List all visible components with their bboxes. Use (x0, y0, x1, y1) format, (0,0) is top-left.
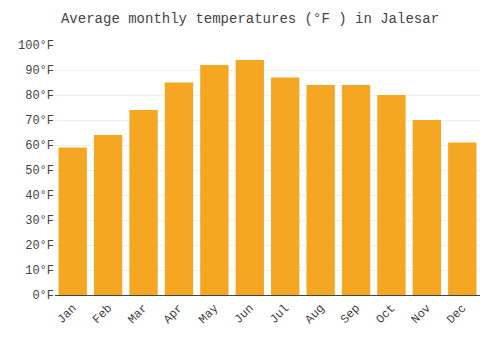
svg-text:Dec: Dec (444, 302, 469, 327)
svg-text:40°F: 40°F (25, 189, 54, 203)
svg-text:20°F: 20°F (25, 239, 54, 253)
svg-text:100°F: 100°F (18, 39, 54, 53)
svg-text:Nov: Nov (409, 302, 434, 327)
svg-text:0°F: 0°F (32, 289, 54, 303)
svg-text:Sep: Sep (338, 302, 363, 327)
svg-text:80°F: 80°F (25, 89, 54, 103)
svg-text:Apr: Apr (161, 302, 186, 327)
svg-text:Oct: Oct (373, 302, 398, 327)
svg-text:May: May (196, 302, 221, 327)
svg-text:Average monthly temperatures (: Average monthly temperatures (°F ) in Ja… (61, 11, 439, 27)
svg-text:50°F: 50°F (25, 164, 54, 178)
svg-text:Jun: Jun (232, 302, 257, 327)
svg-text:10°F: 10°F (25, 264, 54, 278)
svg-text:Mar: Mar (125, 302, 150, 327)
svg-text:60°F: 60°F (25, 139, 54, 153)
svg-text:Jul: Jul (267, 302, 292, 327)
svg-text:90°F: 90°F (25, 64, 54, 78)
svg-text:70°F: 70°F (25, 114, 54, 128)
svg-text:Feb: Feb (90, 302, 115, 327)
svg-text:30°F: 30°F (25, 214, 54, 228)
svg-text:Aug: Aug (303, 302, 328, 327)
svg-text:Jan: Jan (55, 302, 80, 327)
